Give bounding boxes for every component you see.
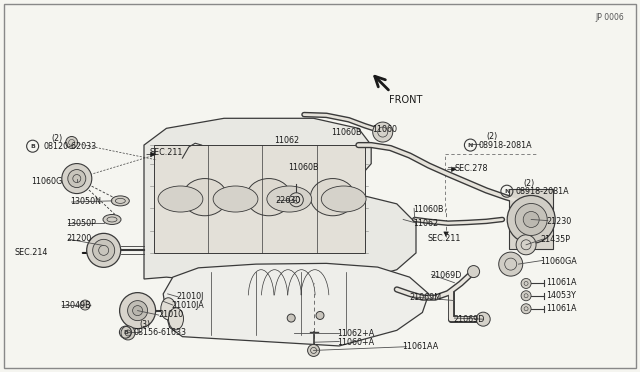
- Text: 11060G: 11060G: [31, 177, 62, 186]
- Text: (2): (2): [51, 134, 63, 143]
- Circle shape: [468, 266, 479, 278]
- Text: N: N: [504, 189, 509, 194]
- Text: 11060B: 11060B: [288, 163, 319, 172]
- Text: 11060: 11060: [372, 125, 397, 134]
- Text: 11062+A: 11062+A: [337, 329, 374, 338]
- Text: 13050P: 13050P: [66, 219, 96, 228]
- Circle shape: [507, 195, 555, 244]
- Text: (3): (3): [140, 320, 150, 329]
- Polygon shape: [144, 118, 416, 283]
- Text: FRONT: FRONT: [389, 96, 422, 105]
- Text: 13050N: 13050N: [70, 198, 101, 206]
- Ellipse shape: [161, 298, 176, 320]
- Ellipse shape: [158, 186, 203, 212]
- Text: 11061A: 11061A: [547, 304, 577, 313]
- Circle shape: [120, 293, 156, 328]
- Text: 21010J: 21010J: [176, 292, 204, 301]
- Ellipse shape: [111, 196, 129, 206]
- Text: 11060+A: 11060+A: [337, 338, 374, 347]
- Circle shape: [68, 170, 86, 187]
- Circle shape: [372, 122, 393, 142]
- Text: 08918-2081A: 08918-2081A: [479, 141, 532, 150]
- Text: 21010JA: 21010JA: [172, 301, 204, 310]
- Circle shape: [287, 314, 295, 322]
- Polygon shape: [163, 263, 429, 346]
- Text: 11061AA: 11061AA: [402, 342, 438, 351]
- Text: 08918-2081A: 08918-2081A: [516, 187, 570, 196]
- Circle shape: [62, 164, 92, 193]
- Text: 08120-62033: 08120-62033: [44, 142, 97, 151]
- Circle shape: [80, 300, 90, 310]
- Circle shape: [476, 312, 490, 326]
- Text: 11061A: 11061A: [547, 278, 577, 287]
- Circle shape: [515, 203, 547, 235]
- Text: 14053Y: 14053Y: [547, 291, 577, 300]
- Circle shape: [516, 235, 536, 255]
- Text: 21010: 21010: [159, 310, 184, 319]
- Text: JP 0006: JP 0006: [595, 13, 624, 22]
- Text: 11062: 11062: [413, 219, 438, 228]
- Circle shape: [93, 239, 115, 262]
- Text: SEC.278: SEC.278: [454, 164, 488, 173]
- Ellipse shape: [168, 308, 184, 330]
- Text: 21230: 21230: [547, 217, 572, 226]
- Text: 21069D: 21069D: [453, 315, 484, 324]
- Text: SEC.211: SEC.211: [428, 234, 461, 243]
- Text: 22630: 22630: [275, 196, 300, 205]
- Ellipse shape: [246, 179, 291, 216]
- Circle shape: [521, 291, 531, 301]
- Text: SEC.211: SEC.211: [149, 148, 182, 157]
- Text: (2): (2): [524, 179, 535, 187]
- Text: 21435P: 21435P: [540, 235, 570, 244]
- Text: 13049B: 13049B: [60, 301, 91, 310]
- Circle shape: [127, 301, 148, 321]
- Text: 11060B: 11060B: [332, 128, 362, 137]
- Circle shape: [132, 306, 143, 315]
- Text: 21069D: 21069D: [430, 271, 461, 280]
- Text: 21069M: 21069M: [410, 293, 442, 302]
- Circle shape: [521, 304, 531, 314]
- Ellipse shape: [103, 215, 121, 224]
- Ellipse shape: [321, 186, 366, 212]
- Text: 11060B: 11060B: [413, 205, 444, 214]
- Circle shape: [523, 211, 539, 228]
- Text: 21200: 21200: [66, 234, 91, 243]
- Ellipse shape: [213, 186, 258, 212]
- Circle shape: [86, 233, 121, 267]
- Circle shape: [121, 326, 135, 340]
- Circle shape: [289, 193, 303, 207]
- Circle shape: [125, 330, 131, 336]
- Text: 11062: 11062: [274, 136, 299, 145]
- Text: (2): (2): [486, 132, 498, 141]
- Ellipse shape: [267, 186, 312, 212]
- Circle shape: [521, 279, 531, 288]
- Polygon shape: [509, 189, 553, 250]
- Text: N: N: [468, 142, 473, 148]
- Ellipse shape: [182, 179, 227, 216]
- Circle shape: [316, 311, 324, 320]
- Text: B: B: [123, 330, 128, 335]
- Circle shape: [499, 252, 523, 276]
- Text: 08156-61633: 08156-61633: [133, 328, 186, 337]
- Ellipse shape: [310, 179, 355, 216]
- Text: 11060GA: 11060GA: [540, 257, 577, 266]
- Polygon shape: [154, 145, 365, 253]
- Text: SEC.214: SEC.214: [14, 248, 47, 257]
- Text: B: B: [30, 144, 35, 149]
- Circle shape: [308, 344, 319, 356]
- Circle shape: [66, 137, 77, 148]
